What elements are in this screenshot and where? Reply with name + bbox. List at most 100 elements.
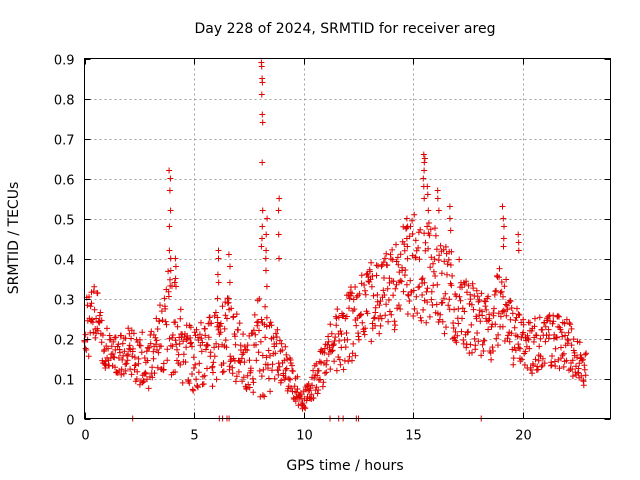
data-point <box>553 334 560 341</box>
data-point <box>263 247 270 254</box>
data-point <box>142 370 149 377</box>
data-point <box>565 337 572 344</box>
data-point <box>259 223 266 230</box>
data-point <box>536 314 543 321</box>
data-point <box>497 289 504 296</box>
data-point <box>337 328 344 335</box>
data-point <box>259 352 266 359</box>
data-point <box>198 319 204 326</box>
data-point <box>172 337 179 344</box>
data-point <box>275 207 282 214</box>
y-tick-label: 0.9 <box>54 54 75 69</box>
data-point <box>232 378 239 385</box>
data-point <box>434 187 441 194</box>
data-point <box>569 357 576 364</box>
data-point <box>502 301 509 308</box>
data-point <box>232 341 239 348</box>
data-point <box>154 346 160 353</box>
data-point <box>165 293 172 300</box>
data-point <box>490 312 497 319</box>
data-point <box>415 244 422 251</box>
data-point <box>118 366 125 373</box>
data-point <box>146 344 153 351</box>
data-point <box>546 332 553 339</box>
data-point <box>411 305 418 312</box>
data-point <box>390 278 397 285</box>
data-point <box>489 344 496 351</box>
data-point <box>250 327 257 334</box>
data-point <box>449 272 456 279</box>
data-point <box>173 283 179 290</box>
data-point <box>504 306 511 313</box>
data-point <box>262 255 269 262</box>
data-point <box>94 327 101 334</box>
data-point <box>565 329 572 336</box>
data-point <box>210 369 216 376</box>
data-point <box>499 203 506 210</box>
data-point <box>501 338 508 344</box>
data-points-layer <box>81 59 590 422</box>
data-point <box>263 267 269 274</box>
data-point <box>314 390 321 397</box>
data-point <box>313 360 320 367</box>
data-point <box>385 318 392 325</box>
data-point <box>148 328 155 335</box>
data-point <box>421 195 428 202</box>
data-point <box>164 357 171 364</box>
data-point <box>164 346 171 353</box>
data-point <box>236 320 243 327</box>
data-point <box>273 334 280 340</box>
data-point <box>209 383 216 390</box>
data-point <box>162 318 169 325</box>
x-tick-label: 0 <box>81 429 89 444</box>
data-point <box>289 362 295 369</box>
data-point <box>282 374 289 381</box>
data-point <box>434 281 441 288</box>
data-point <box>518 356 525 363</box>
data-point <box>84 302 91 309</box>
data-point <box>422 239 429 246</box>
data-point <box>149 364 156 371</box>
data-point <box>187 324 194 331</box>
data-point <box>227 353 234 360</box>
x-tick-label: 10 <box>296 429 313 444</box>
data-point <box>251 311 258 318</box>
y-axis-label: SRMTID / TECUs <box>6 182 22 295</box>
data-point <box>118 371 125 378</box>
data-point <box>253 357 260 364</box>
data-point <box>515 344 522 351</box>
data-point <box>425 245 432 252</box>
data-point <box>515 247 522 254</box>
data-point <box>255 318 262 325</box>
data-point <box>134 368 141 375</box>
data-point <box>392 322 399 329</box>
data-point <box>184 332 191 339</box>
data-point <box>199 339 206 346</box>
data-point <box>190 354 197 361</box>
data-point <box>347 292 354 299</box>
data-point <box>165 268 172 275</box>
data-point <box>309 382 316 389</box>
data-point <box>495 342 501 349</box>
data-point <box>552 345 559 352</box>
data-point <box>416 283 423 290</box>
data-point <box>456 256 463 263</box>
data-point <box>332 334 339 341</box>
data-point <box>177 306 184 313</box>
data-point <box>383 250 390 257</box>
data-point <box>240 374 247 381</box>
data-point <box>144 357 151 364</box>
data-point <box>455 305 462 312</box>
data-point <box>531 323 538 330</box>
data-point <box>419 275 426 282</box>
data-point <box>527 366 534 373</box>
data-point <box>152 334 159 341</box>
data-point <box>177 361 184 368</box>
data-point <box>373 262 380 269</box>
data-point <box>196 360 203 367</box>
data-point <box>154 326 161 332</box>
data-point <box>530 362 537 369</box>
data-point <box>193 326 200 333</box>
data-point <box>154 364 161 371</box>
data-point <box>346 305 352 312</box>
